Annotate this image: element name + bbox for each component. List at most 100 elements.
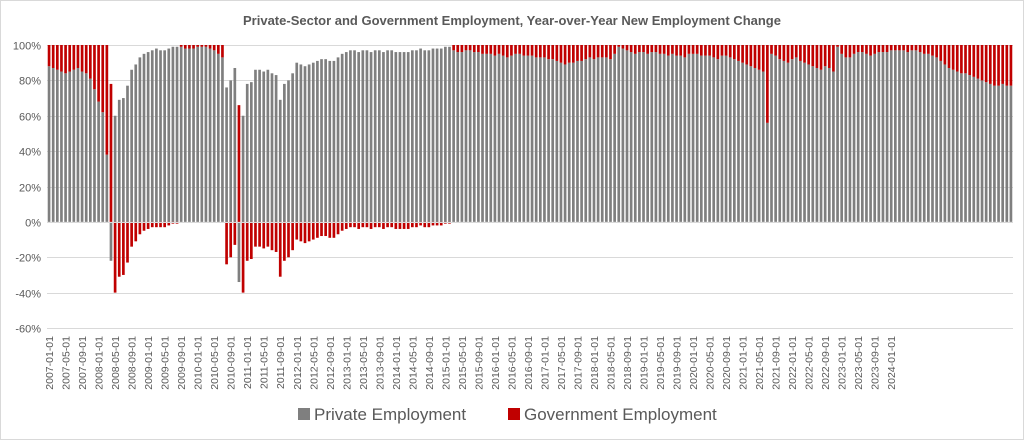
private-bar: [328, 60, 332, 222]
government-bar: [134, 221, 138, 242]
x-tick-label: 2015-01-01: [440, 336, 452, 390]
government-bar: [113, 221, 117, 293]
government-bar: [551, 45, 555, 60]
government-bar: [167, 221, 171, 226]
private-bar: [712, 57, 716, 222]
government-bar: [683, 45, 687, 58]
government-bar: [794, 45, 798, 58]
government-bar: [774, 45, 777, 56]
government-bar: [196, 45, 200, 47]
x-axis-labels: 2007-01-01 2007-05-01 2007-09-01 2008-01-01…: [44, 336, 898, 390]
government-bar: [518, 45, 522, 54]
government-bar: [782, 45, 786, 61]
x-tick-label: 2008-09-01: [127, 336, 139, 390]
government-bar: [625, 45, 629, 51]
private-bar: [559, 62, 563, 222]
government-bar: [852, 45, 856, 54]
private-bar: [922, 53, 926, 222]
x-tick-label: 2009-09-01: [176, 336, 188, 390]
government-bar: [394, 221, 398, 229]
private-bar: [807, 64, 810, 222]
private-bar: [704, 55, 707, 222]
legend-swatch-government: [508, 408, 520, 420]
private-bar: [122, 98, 125, 222]
private-bar: [163, 50, 166, 222]
x-tick-label: 2013-09-01: [374, 336, 386, 390]
private-bar: [258, 69, 261, 222]
x-tick-label: 2023-09-01: [870, 336, 882, 390]
private-bar: [419, 48, 422, 222]
bars: [47, 45, 1013, 293]
government-bar: [543, 45, 546, 58]
private-bar: [894, 50, 897, 222]
government-bar: [320, 221, 323, 237]
private-bar: [873, 53, 877, 222]
private-bar: [699, 55, 703, 222]
government-bar: [208, 45, 212, 49]
government-bar: [150, 221, 154, 228]
government-bar: [163, 221, 166, 228]
private-bar: [237, 221, 241, 283]
government-bar: [89, 45, 92, 79]
government-bar: [803, 45, 806, 63]
private-bar: [852, 53, 856, 222]
x-tick-label: 2013-01-01: [341, 336, 353, 390]
private-bar: [233, 67, 237, 222]
government-bar: [390, 221, 394, 228]
private-bar: [89, 78, 92, 222]
government-bar: [761, 45, 765, 72]
private-bar: [431, 48, 435, 222]
government-bar: [873, 45, 877, 54]
private-bar: [394, 52, 398, 222]
government-bar: [109, 83, 113, 222]
private-bar: [860, 52, 864, 222]
private-bar: [584, 59, 588, 222]
private-bar: [675, 55, 678, 222]
government-bar: [951, 45, 955, 70]
private-bar: [196, 46, 200, 222]
x-tick-label: 2017-05-01: [556, 336, 568, 390]
government-bar: [146, 221, 150, 229]
government-bar: [427, 221, 431, 228]
government-bar: [188, 45, 191, 49]
private-bar: [832, 71, 835, 222]
government-bar: [666, 45, 670, 56]
private-bar: [799, 60, 802, 222]
government-bar: [832, 45, 835, 72]
private-bar: [522, 55, 526, 222]
private-bar: [823, 66, 827, 222]
private-bar: [192, 48, 195, 222]
government-bar: [955, 45, 959, 72]
private-bar: [543, 57, 546, 222]
private-bar: [159, 50, 162, 222]
private-bar: [117, 99, 121, 222]
x-tick-label: 2016-05-01: [506, 336, 518, 390]
private-bar: [737, 60, 740, 222]
x-tick-label: 2015-09-01: [473, 336, 485, 390]
government-bar: [522, 45, 526, 56]
x-tick-label: 2012-01-01: [292, 336, 304, 390]
x-tick-label: 2021-09-01: [771, 336, 783, 390]
private-bar: [68, 71, 72, 222]
private-bar: [254, 69, 257, 222]
government-bar: [225, 221, 228, 265]
government-bar: [827, 45, 831, 68]
government-bar: [675, 45, 678, 56]
x-tick-label: 2020-01-01: [688, 336, 700, 390]
government-bar: [274, 221, 278, 252]
private-bar: [278, 99, 282, 222]
private-bar: [1005, 85, 1009, 222]
private-bar: [774, 55, 777, 222]
x-tick-label: 2017-09-01: [573, 336, 585, 390]
private-bar: [724, 55, 728, 222]
private-bar: [708, 55, 711, 222]
x-tick-label: 2018-05-01: [606, 336, 618, 390]
private-bar: [984, 82, 988, 222]
y-tick-label: 100%: [13, 41, 41, 53]
government-bar: [505, 45, 509, 58]
government-bar: [572, 45, 575, 63]
government-bar: [629, 45, 633, 53]
government-bar: [613, 45, 616, 54]
private-bar: [340, 53, 344, 222]
government-bar: [468, 45, 472, 51]
